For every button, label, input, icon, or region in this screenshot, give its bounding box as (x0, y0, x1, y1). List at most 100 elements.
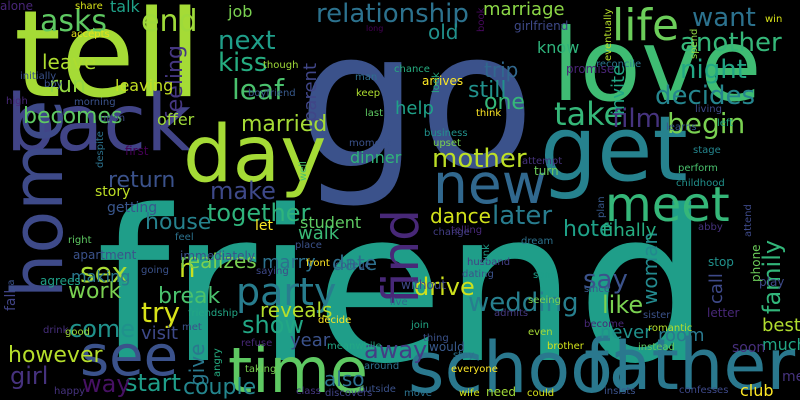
cloud-word: husband (467, 257, 510, 268)
cloud-word: turn (534, 164, 559, 178)
cloud-word: play (759, 275, 784, 289)
cloud-word: insists (604, 386, 635, 397)
cloud-word: everyone (451, 364, 498, 375)
cloud-word: parent (300, 63, 321, 122)
cloud-word: join (410, 320, 429, 331)
cloud-word: business (424, 128, 468, 139)
cloud-word: marriage (483, 0, 565, 20)
cloud-word: date (332, 251, 377, 275)
cloud-word: n (179, 254, 195, 284)
cloud-word: start (125, 369, 181, 397)
cloud-word: house (145, 210, 211, 235)
cloud-word: arrives (422, 74, 463, 88)
cloud-word: could (527, 388, 554, 399)
cloud-word: become (584, 319, 624, 330)
cloud-word: mother (432, 144, 527, 174)
cloud-word: song (533, 270, 557, 281)
cloud-word: get (540, 97, 688, 202)
cloud-word: let (255, 218, 274, 234)
cloud-word: new (433, 152, 547, 216)
cloud-word: eventually (603, 8, 614, 61)
cloud-word: instead (638, 342, 675, 353)
cloud-word: much (762, 335, 800, 354)
cloud-word: even (528, 327, 553, 338)
cloud-word: despite (95, 131, 106, 168)
cloud-word: confesses (679, 385, 728, 396)
cloud-word: run (49, 73, 86, 98)
cloud-word: story (95, 184, 130, 200)
cloud-word: long (366, 24, 383, 33)
cloud-word: drink (43, 325, 69, 336)
cloud-word: refuse (241, 338, 272, 349)
cloud-word: boyfriend (248, 88, 296, 99)
cloud-word: moment (349, 138, 391, 149)
cloud-word: alone (0, 0, 33, 13)
cloud-word: telling (451, 225, 482, 236)
cloud-word: boy (44, 79, 62, 90)
cloud-word: first (125, 144, 149, 158)
cloud-word: end (141, 4, 198, 39)
cloud-word: thing (423, 333, 449, 344)
cloud-word: trip (484, 58, 518, 82)
cloud-word: still (468, 78, 506, 103)
cloud-word: childhood (676, 178, 725, 189)
cloud-word: becomes (23, 104, 122, 129)
cloud-word: friendship (188, 308, 238, 319)
cloud-word: perform (678, 163, 718, 174)
cloud-word: tell (14, 0, 202, 125)
cloud-word: accepts (71, 29, 110, 40)
cloud-word: pa (6, 280, 17, 292)
cloud-word: meeting (782, 369, 800, 385)
cloud-word: student (300, 213, 361, 232)
cloud-word: way (82, 370, 131, 398)
cloud-word: without (401, 278, 446, 292)
cloud-word: leaving (115, 76, 173, 95)
cloud-word: away (364, 336, 427, 364)
cloud-word: begin (667, 107, 745, 140)
cloud-word: upset (433, 138, 461, 149)
cloud-word: also (324, 367, 364, 391)
cloud-word: meet (605, 177, 730, 233)
cloud-word: place (295, 240, 322, 251)
cloud-word: drunk (481, 244, 492, 273)
cloud-word: dream (521, 236, 553, 247)
cloud-word: home (0, 100, 79, 298)
cloud-word: married (241, 112, 327, 137)
cloud-word: say (583, 265, 628, 295)
cloud-word: girl (10, 362, 48, 390)
cloud-word: offer (157, 110, 195, 129)
cloud-word: around (364, 361, 399, 372)
cloud-word: however (8, 343, 103, 368)
cloud-word: return (108, 168, 175, 193)
cloud-word: another (680, 28, 782, 58)
cloud-word: one (484, 90, 525, 115)
cloud-word: making (71, 267, 130, 286)
cloud-word: move (404, 388, 432, 399)
cloud-word: reconcile (596, 59, 641, 70)
cloud-word: help (395, 98, 434, 119)
cloud-word: agrees (40, 274, 81, 288)
cloud-word: though (263, 60, 298, 71)
cloud-word: dating (462, 269, 494, 280)
cloud-word: initially (20, 71, 56, 82)
cloud-word: last (365, 108, 383, 119)
cloud-word: change (433, 227, 470, 238)
cloud-word: year (290, 330, 331, 351)
cloud-word: attend (743, 204, 754, 237)
cloud-word: going (141, 265, 169, 276)
cloud-word: dinner (350, 148, 402, 167)
cloud-word: upon (100, 113, 125, 124)
cloud-word: fall (3, 290, 19, 311)
cloud-word: spend (689, 29, 700, 59)
cloud-word: like (602, 291, 643, 319)
cloud-word: couple (183, 375, 256, 400)
cloud-word: woman (638, 232, 662, 305)
cloud-word: since (584, 284, 610, 295)
cloud-word: letter (707, 306, 740, 320)
cloud-word: angry (212, 348, 223, 377)
cloud-word: break (158, 284, 221, 309)
cloud-word: romantic (648, 323, 692, 334)
cloud-word: later (492, 201, 552, 231)
